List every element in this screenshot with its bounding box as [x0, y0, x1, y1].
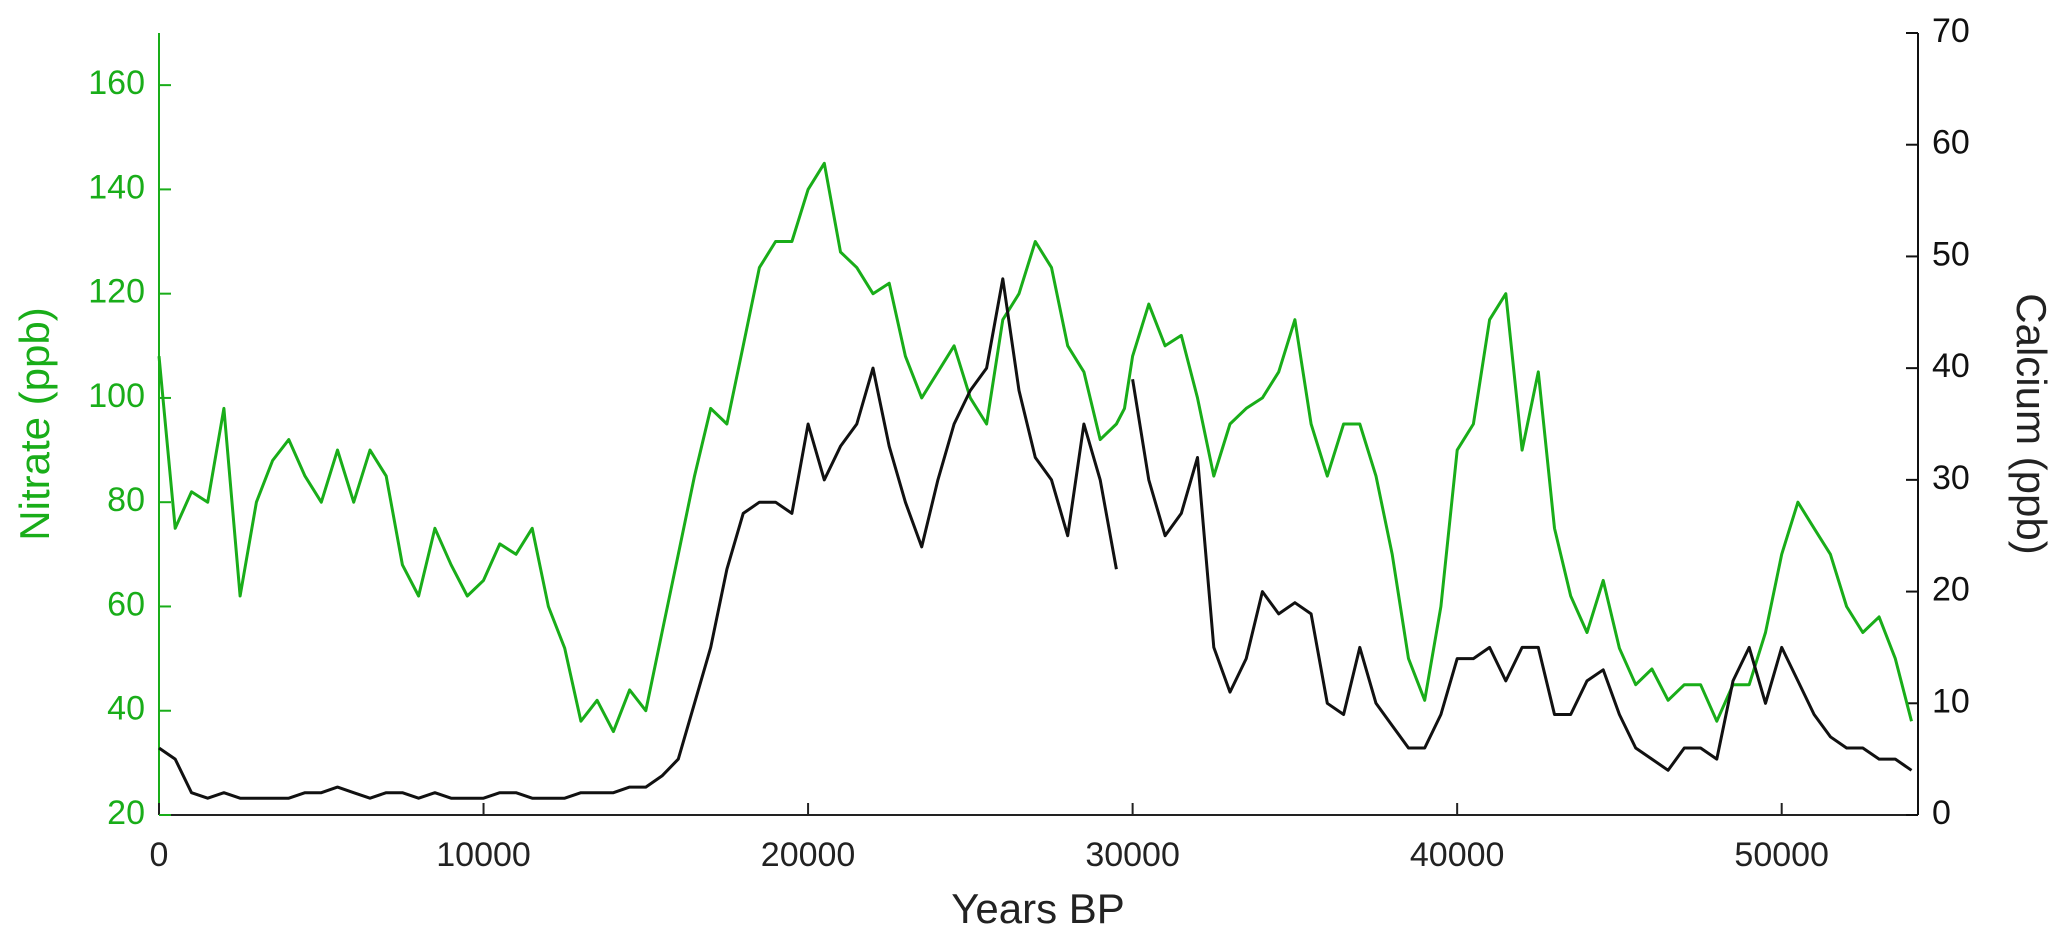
y2-axis-label: Calcium (ppb) [2008, 293, 2055, 554]
y-tick-label: 160 [88, 64, 145, 102]
x-tick-label: 10000 [436, 836, 531, 874]
x-tick-label: 40000 [1410, 836, 1505, 874]
x-tick-label: 20000 [761, 836, 856, 874]
series-line [157, 161, 1913, 734]
y2-tick-label: 40 [1932, 347, 1970, 385]
series-line [1131, 379, 1913, 772]
y2-tick-label: 50 [1932, 235, 1970, 273]
x-tick-label: 0 [150, 836, 169, 874]
y-tick-label: 80 [107, 481, 145, 519]
x-tick-label: 30000 [1085, 836, 1180, 874]
y-tick-label: 120 [88, 273, 145, 311]
y-tick-label: 60 [107, 585, 145, 623]
y-tick-label: 20 [107, 794, 145, 832]
y2-tick-label: 0 [1932, 794, 1951, 832]
x-tick-label: 50000 [1734, 836, 1829, 874]
y-axis-label: Nitrate (ppb) [11, 307, 58, 540]
y-tick-label: 100 [88, 377, 145, 415]
x-axis-label: Years BP [951, 885, 1125, 932]
y2-tick-label: 70 [1932, 12, 1970, 50]
y2-tick-label: 10 [1932, 682, 1970, 720]
y-tick-label: 140 [88, 168, 145, 206]
series-line [158, 277, 1118, 800]
y2-tick-label: 60 [1932, 124, 1970, 162]
y-tick-label: 40 [107, 690, 145, 728]
y2-tick-label: 20 [1932, 571, 1970, 609]
y2-tick-label: 30 [1932, 459, 1970, 497]
